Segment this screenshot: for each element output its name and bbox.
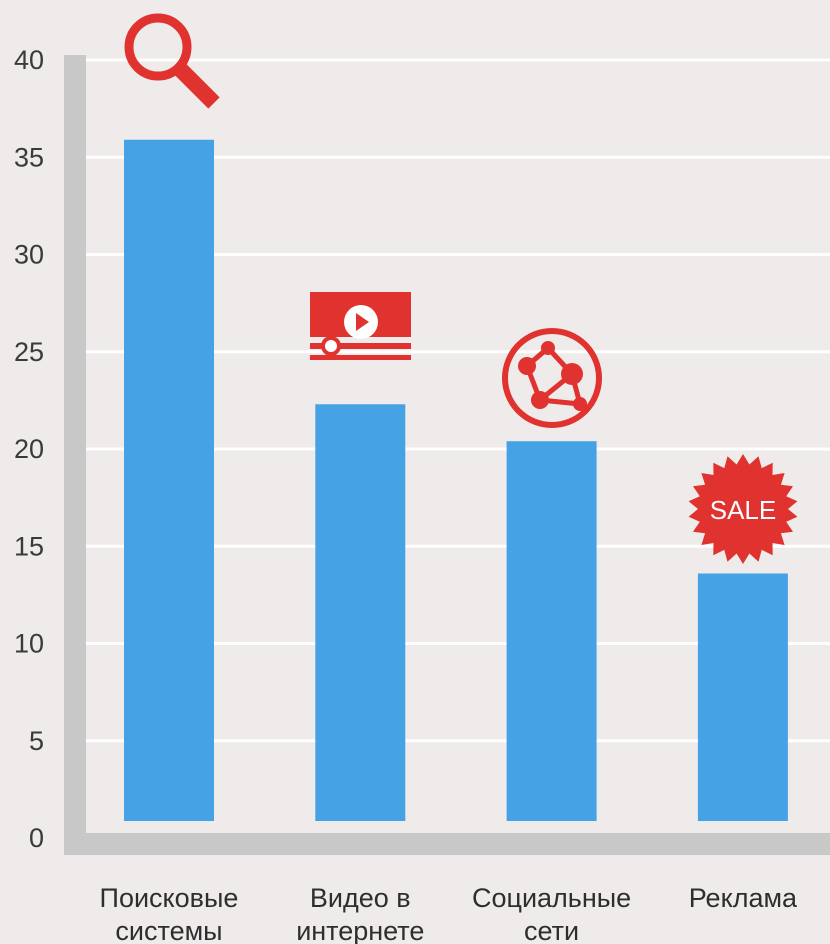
y-tick-labels: 0 5 10 15 20 25 30 35 40 [14, 45, 44, 853]
y-tick-label: 35 [14, 142, 44, 172]
x-tick-label: Социальные сети [472, 883, 631, 944]
bar [315, 404, 406, 821]
x-tick-label: Реклама [689, 883, 798, 913]
bar [506, 441, 597, 821]
category-labels: Поисковые системы Видео в интернете Социальн… [100, 883, 798, 944]
y-tick-label: 5 [29, 726, 44, 756]
search-icon [124, 13, 220, 109]
x-tick-label-line: системы [115, 916, 222, 944]
video-player-icon [310, 292, 411, 360]
y-tick-label: 20 [14, 434, 44, 464]
y-tick-label: 0 [29, 823, 44, 853]
sale-badge-icon: SALE [688, 454, 798, 564]
x-tick-label-line: сети [524, 916, 579, 944]
bar-icons: SALE [124, 13, 798, 564]
y-tick-label: 30 [14, 240, 44, 270]
bar [124, 139, 214, 821]
y-tick-label: 10 [14, 629, 44, 659]
x-tick-label-line: интернете [296, 916, 424, 944]
y-axis-line [64, 55, 86, 855]
y-tick-label: 15 [14, 531, 44, 561]
x-tick-label-line: Поисковые [100, 883, 239, 913]
bars [124, 139, 788, 821]
network-globe-icon [502, 328, 602, 428]
y-tick-label: 40 [14, 45, 44, 75]
bar [697, 573, 788, 821]
x-axis-line [64, 833, 830, 855]
axes [64, 55, 830, 855]
x-tick-label: Видео в интернете [296, 883, 424, 944]
x-tick-label-line: Реклама [689, 883, 798, 913]
sale-badge-text: SALE [710, 495, 777, 525]
x-tick-label: Поисковые системы [100, 883, 239, 944]
y-tick-label: 25 [14, 337, 44, 367]
x-tick-label-line: Видео в [310, 883, 411, 913]
x-tick-label-line: Социальные [472, 883, 631, 913]
